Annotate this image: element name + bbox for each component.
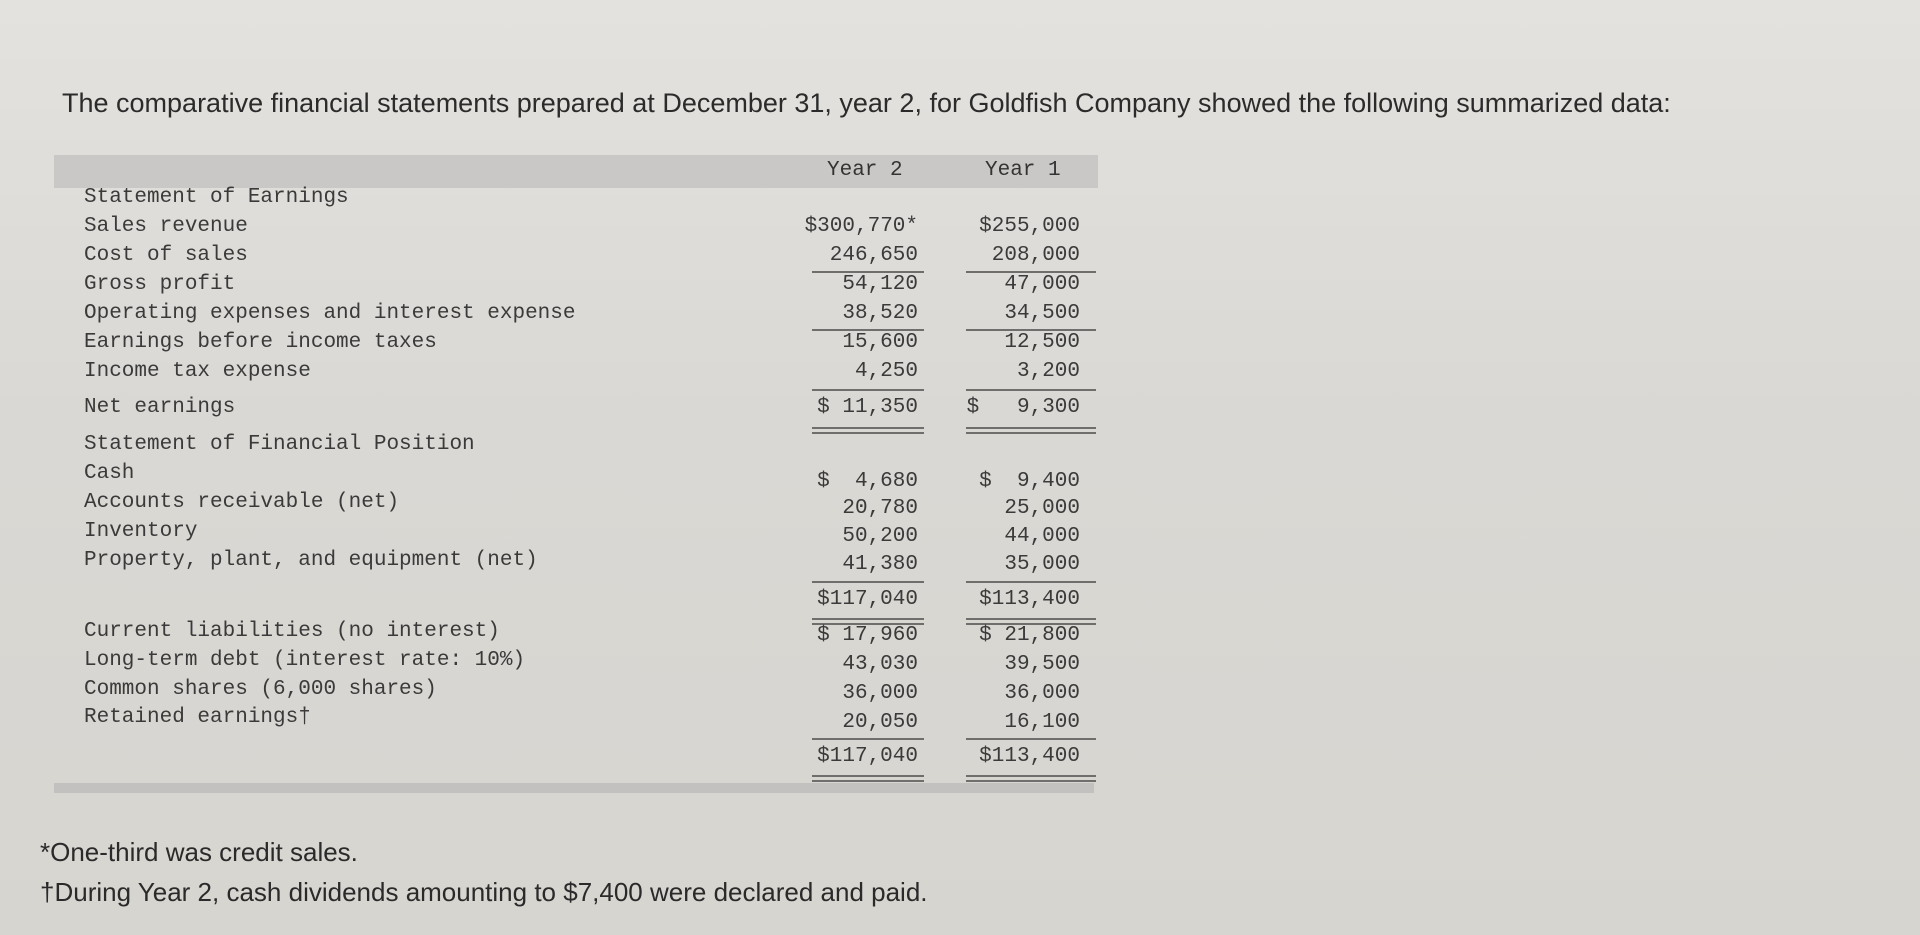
row-label-retained-earnings: Retained earnings† (84, 706, 311, 729)
row-label-current-liabilities: Current liabilities (no interest) (84, 620, 500, 643)
ppe-year1: 35,000 (1004, 553, 1080, 576)
common-shares-year2: 36,000 (842, 682, 918, 705)
accounts-receivable-year2: 20,780 (842, 497, 918, 520)
long-term-debt-year2: 43,030 (842, 653, 918, 676)
double-rule-net-earnings-year2-b (812, 432, 924, 434)
underline-income-tax-year1 (966, 389, 1096, 391)
underline-cost-of-sales-year1 (966, 271, 1096, 273)
cost-of-sales-year1: 208,000 (991, 244, 1080, 267)
net-earnings-year2: $ 11,350 (817, 396, 918, 419)
current-liabilities-year1: $ 21,800 (979, 624, 1080, 647)
row-label-sales-revenue: Sales revenue (84, 215, 248, 238)
row-label-income-tax: Income tax expense (84, 360, 311, 383)
row-label-operating-expenses: Operating expenses and interest expense (84, 302, 576, 325)
row-label-cash: Cash (84, 462, 135, 485)
double-rule-net-earnings-year1-b (966, 432, 1096, 434)
total-assets-year1: $113,400 (979, 588, 1080, 611)
double-rule-total-assets-year2-a (812, 618, 924, 620)
underline-retained-earnings-year1 (966, 738, 1096, 740)
retained-earnings-year2: 20,050 (842, 711, 918, 734)
total-liabilities-equity-year2: $117,040 (817, 745, 918, 768)
underline-income-tax-year2 (812, 389, 924, 391)
double-rule-total-liabilities-year2-a (812, 775, 924, 777)
row-label-long-term-debt: Long-term debt (interest rate: 10%) (84, 649, 526, 672)
position-section-title: Statement of Financial Position (84, 433, 475, 456)
double-rule-total-liabilities-year1-b (966, 780, 1096, 782)
total-liabilities-equity-year1: $113,400 (979, 745, 1080, 768)
earnings-before-taxes-year2: 15,600 (842, 331, 918, 354)
accounts-receivable-year1: 25,000 (1004, 497, 1080, 520)
ppe-year2: 41,380 (842, 553, 918, 576)
sales-revenue-year1: $255,000 (979, 215, 1080, 238)
underline-operating-expenses-year1 (966, 329, 1096, 331)
row-label-net-earnings: Net earnings (84, 396, 236, 419)
footnote-dividends: †During Year 2, cash dividends amounting… (40, 877, 928, 907)
retained-earnings-year1: 16,100 (1004, 711, 1080, 734)
current-liabilities-year2: $ 17,960 (817, 624, 918, 647)
net-earnings-year1: $ 9,300 (966, 396, 1080, 419)
row-label-cost-of-sales: Cost of sales (84, 244, 248, 267)
total-assets-year2: $117,040 (817, 588, 918, 611)
income-tax-year2: 4,250 (854, 360, 918, 383)
row-label-gross-profit: Gross profit (84, 273, 236, 296)
cash-year2: $ 4,680 (817, 470, 918, 493)
double-rule-total-assets-year2-b (812, 623, 924, 625)
gross-profit-year1: 47,000 (1004, 273, 1080, 296)
col-header-year2: Year 2 (827, 159, 903, 182)
table-header-band (54, 155, 1098, 188)
underline-ppe-year2 (812, 581, 924, 583)
row-label-inventory: Inventory (84, 520, 198, 543)
earnings-section-title: Statement of Earnings (84, 186, 349, 209)
footnote-credit-sales: *One-third was credit sales. (40, 837, 358, 867)
row-label-common-shares: Common shares (6,000 shares) (84, 678, 437, 701)
operating-expenses-year1: 34,500 (1004, 302, 1080, 325)
underline-operating-expenses-year2 (812, 329, 924, 331)
double-rule-net-earnings-year2-a (812, 427, 924, 429)
double-rule-total-liabilities-year1-a (966, 775, 1096, 777)
cost-of-sales-year2: 246,650 (829, 244, 918, 267)
row-label-earnings-before-taxes: Earnings before income taxes (84, 331, 437, 354)
cash-year1: $ 9,400 (979, 470, 1080, 493)
sales-revenue-year2: $300,770* (804, 215, 918, 238)
inventory-year2: 50,200 (842, 525, 918, 548)
double-rule-net-earnings-year1-a (966, 427, 1096, 429)
underline-retained-earnings-year2 (812, 738, 924, 740)
income-tax-year1: 3,200 (1016, 360, 1080, 383)
col-header-year1: Year 1 (985, 159, 1061, 182)
long-term-debt-year1: 39,500 (1004, 653, 1080, 676)
row-label-accounts-receivable: Accounts receivable (net) (84, 491, 400, 514)
underline-cost-of-sales-year2 (812, 271, 924, 273)
row-label-ppe: Property, plant, and equipment (net) (84, 549, 538, 572)
intro-text: The comparative financial statements pre… (62, 88, 1671, 118)
table-bottom-band (54, 783, 1094, 793)
double-rule-total-liabilities-year2-b (812, 780, 924, 782)
gross-profit-year2: 54,120 (842, 273, 918, 296)
earnings-before-taxes-year1: 12,500 (1004, 331, 1080, 354)
underline-ppe-year1 (966, 581, 1096, 583)
double-rule-total-assets-year1-a (966, 618, 1096, 620)
double-rule-total-assets-year1-b (966, 623, 1096, 625)
common-shares-year1: 36,000 (1004, 682, 1080, 705)
inventory-year1: 44,000 (1004, 525, 1080, 548)
operating-expenses-year2: 38,520 (842, 302, 918, 325)
